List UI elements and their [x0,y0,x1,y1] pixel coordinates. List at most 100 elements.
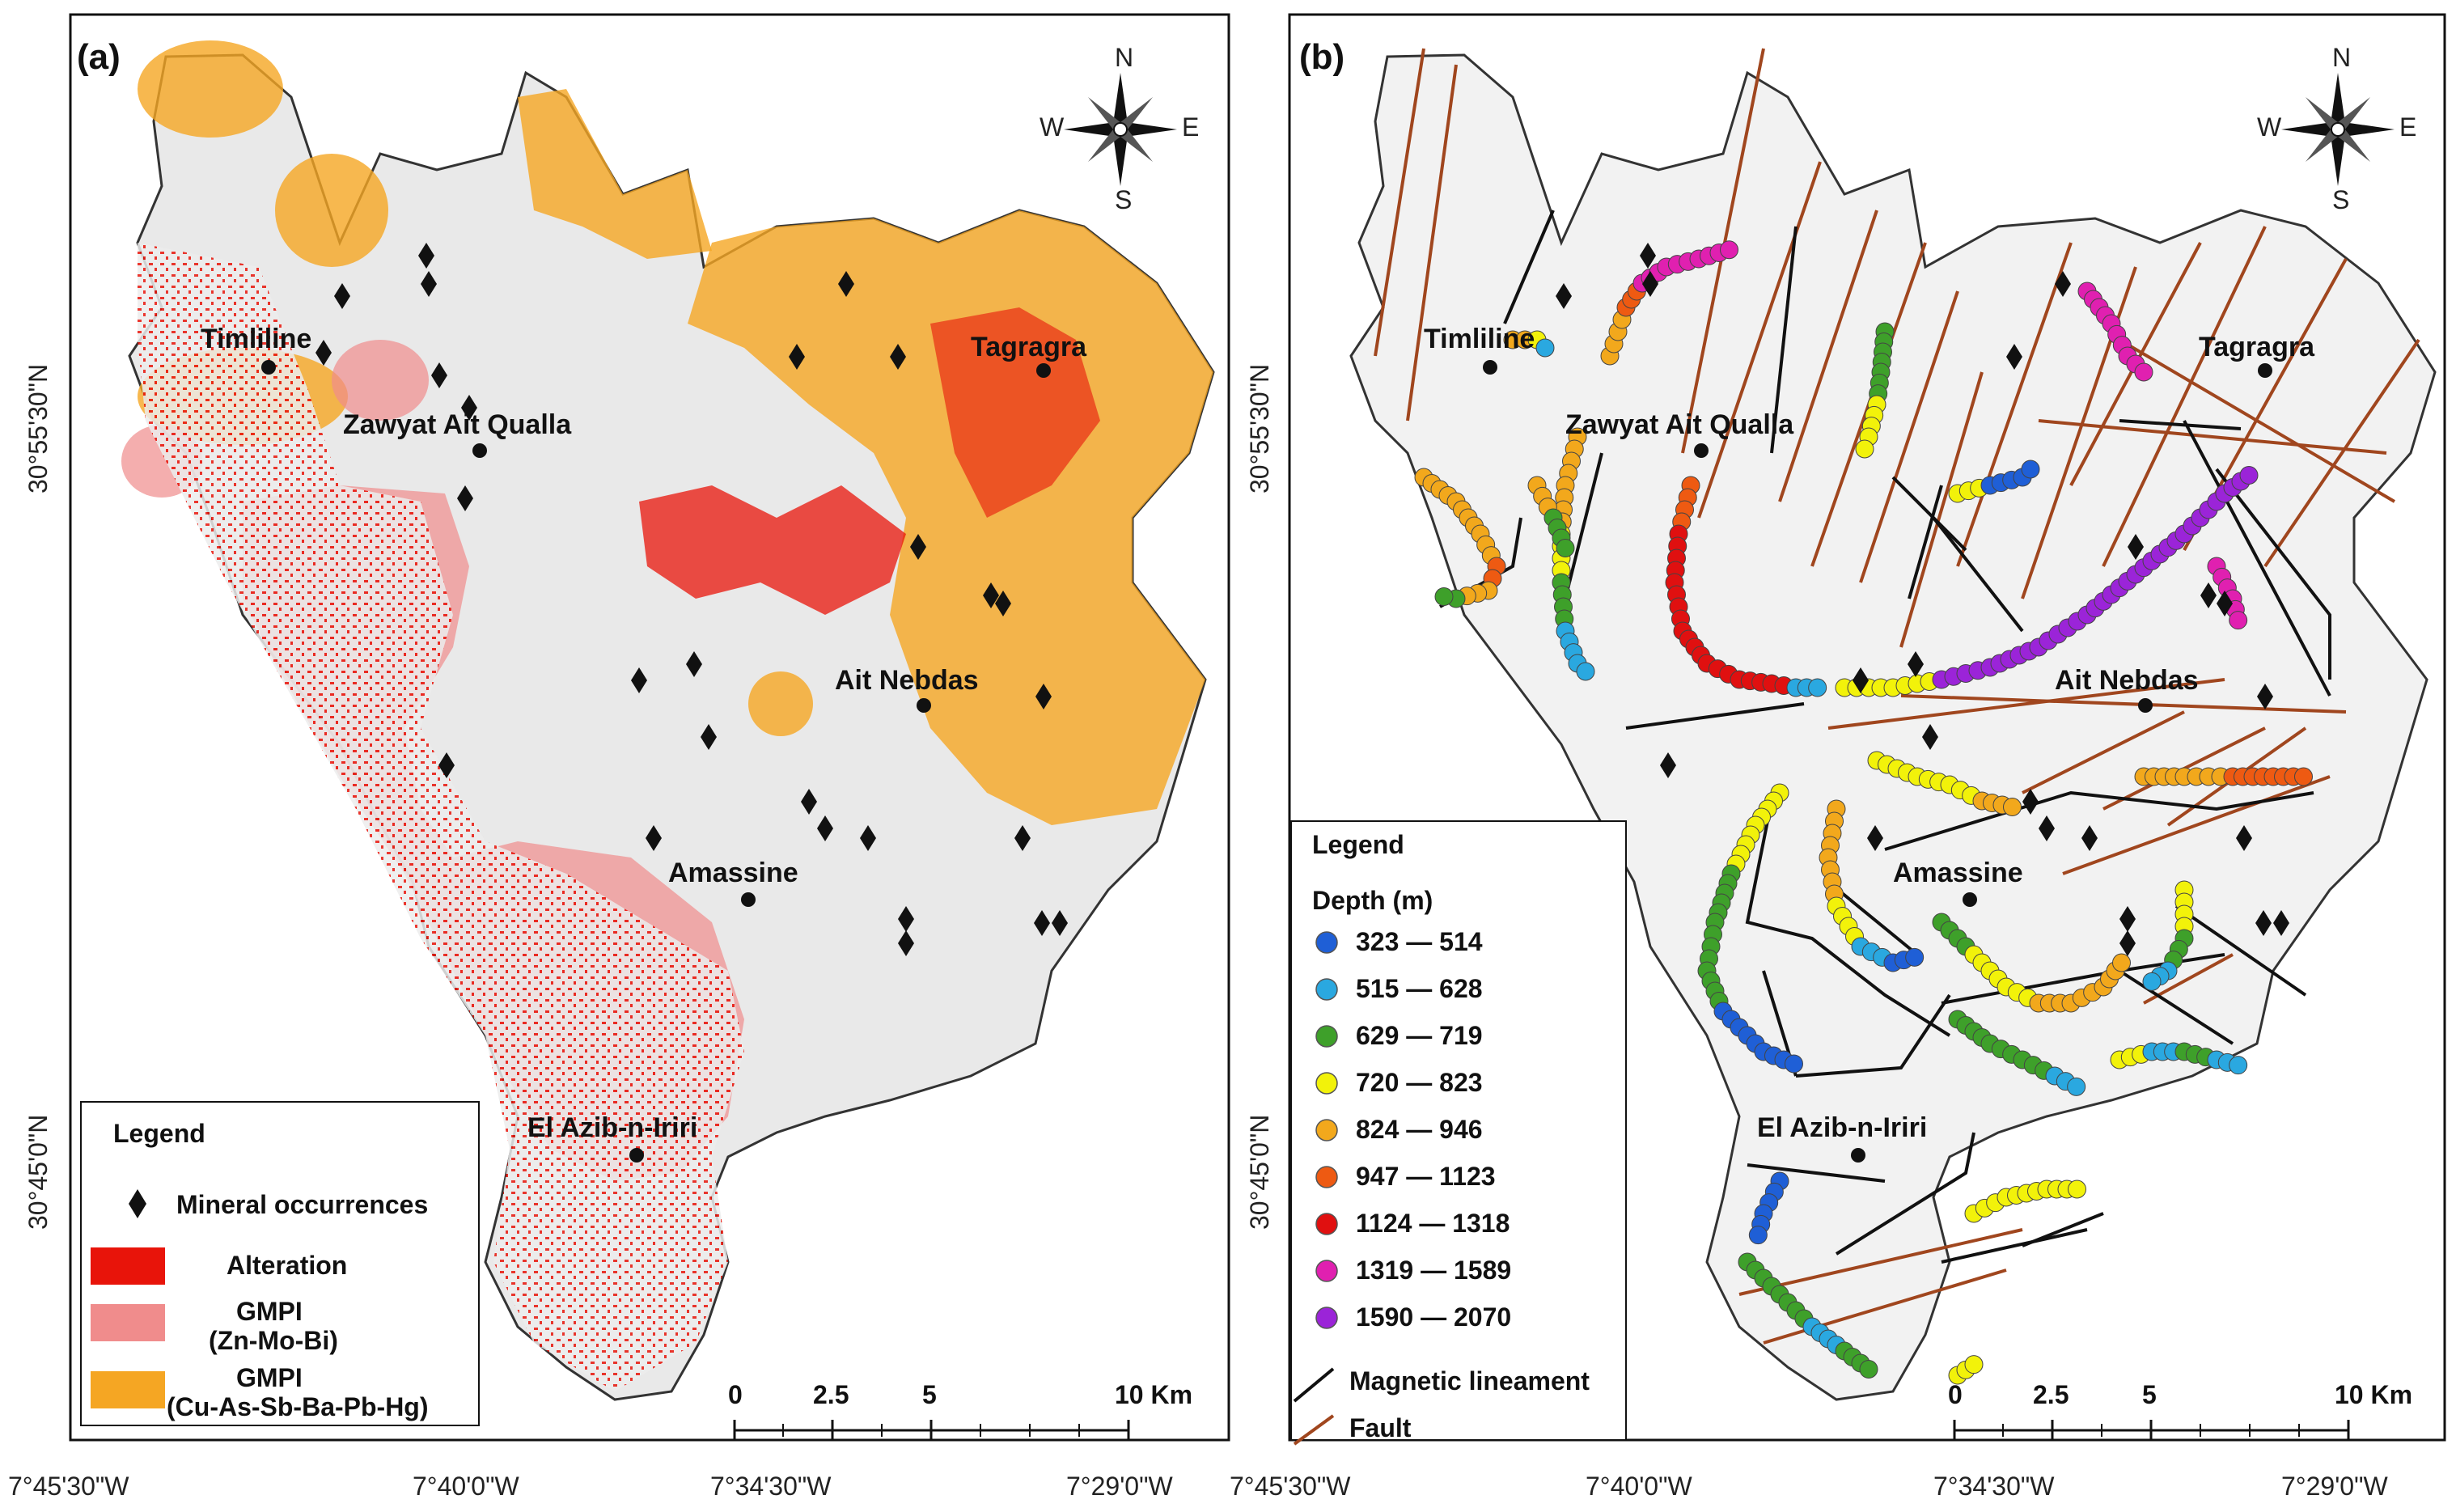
place-label: Amassine [668,858,798,888]
panel-a-places: Timliline Zawyat Ait Qualla Tagragra Ait… [201,324,1087,1163]
scale-tick: 0 [1948,1380,1963,1409]
legend-depth-label: 824 — 946 [1356,1115,1483,1144]
legend-item-mineral: Mineral occurrences [176,1190,428,1219]
depth-point [2239,466,2259,485]
depth-point [2112,953,2131,972]
legend-depth-dot [1315,1025,1338,1048]
y-tick: 30°45'0"N [23,1115,53,1230]
panel-b-label: (b) [1299,37,1344,77]
x-tick: 7°29'0"W [1066,1472,1173,1501]
panel-a-alteration-east [930,307,1100,518]
panel-b-scale-bar: 0 2.5 5 10 Km [1948,1380,2412,1440]
depth-point [2229,611,2248,630]
place-label: Zawyat Ait Qualla [1565,409,1794,440]
panel-b-coords: 7°45'30"W 7°40'0"W 7°34'30"W 7°29'0"W 30… [1230,364,2388,1501]
legend-depth-label: 720 — 823 [1356,1068,1483,1097]
panel-a-alteration [138,243,744,1391]
legend-depth-label: 1590 — 2070 [1356,1302,1511,1332]
legend-depth-label: 1124 — 1318 [1356,1209,1510,1238]
legend-depth-label: 323 — 514 [1356,927,1483,956]
place-label: El Azib-n-Iriri [1757,1112,1927,1143]
depth-point [1535,338,1555,358]
depth-point [2021,460,2040,479]
depth-point [2229,1056,2248,1075]
panel-b-faults [1374,48,2420,1345]
place-label: Ait Nebdas [835,665,979,696]
compass-w: W [2257,112,2282,142]
place-label: El Azib-n-Iriri [527,1112,697,1143]
legend-depth-dot [1315,1072,1338,1095]
place-label: Tagragra [971,332,1087,362]
panel-a-gmpi-cu-blob-4 [748,671,813,736]
y-tick: 30°45'0"N [1245,1115,1274,1230]
depth-point [1576,662,1595,681]
depth-point [2294,767,2313,786]
panel-a-gmpi-cu-blob-2 [275,154,388,267]
panel-a-gmpi-zn-blob-1 [332,340,429,421]
legend-swatch-gmpi-cu [91,1371,165,1408]
legend-depth-dot [1315,1119,1338,1141]
legend-diamond-icon [129,1189,146,1218]
place-label: Timliline [1424,324,1535,354]
depth-point [1859,1360,1878,1379]
x-tick: 7°45'30"W [1230,1472,1351,1501]
legend-depth-dot [1315,1260,1338,1282]
depth-point [1556,539,1575,557]
panel-a-legend: Legend Mineral occurrences Alteration GM… [80,1101,480,1426]
depth-point [1964,1355,1984,1374]
panel-b-places: Timliline Zawyat Ait Qualla Tagragra Ait… [1424,324,2315,1163]
x-tick: 7°45'30"W [8,1472,129,1501]
legend-magnetic-label: Magnetic lineament [1349,1366,1590,1396]
panel-a-mineral-occurrences [315,243,1068,956]
compass-w: W [1040,112,1065,142]
legend-depth-label: 1319 — 1589 [1356,1256,1511,1285]
legend-title: Legend [113,1119,205,1148]
depth-point [1905,947,1925,967]
legend-swatch-gmpi-zn [91,1304,165,1341]
x-tick: 7°34'30"W [710,1472,832,1501]
panel-b-mineral-occurrences [1556,243,2289,956]
panel-a-compass: N S E W [1040,43,1199,214]
panel-b-magnetic-lineaments [1439,210,2331,1264]
place-label: Ait Nebdas [2055,665,2199,696]
depth-point [2134,362,2153,382]
scale-tick: 2.5 [813,1380,849,1409]
legend-swatch-alteration [91,1247,165,1285]
depth-point [1434,587,1454,606]
panel-a-gmpi-cu-blob-1 [138,40,283,138]
legend-item-gmpi-zn-1: GMPI [236,1297,303,1326]
legend-fault-icon [1293,1414,1335,1446]
legend-item-gmpi-cu-1: GMPI [236,1363,303,1392]
compass-s: S [2332,185,2349,214]
place-label: Amassine [1893,858,2023,888]
x-tick: 7°40'0"W [1586,1472,1692,1501]
compass-e: E [1182,112,1199,142]
depth-point [1785,1054,1803,1074]
legend-depth-dot [1315,1307,1338,1329]
depth-point [1855,439,1874,459]
panel-a-coords: 7°45'30"W 7°40'0"W 7°34'30"W 7°29'0"W 30… [8,364,1173,1501]
legend-item-gmpi-zn-2: (Zn-Mo-Bi) [209,1326,338,1355]
compass-s: S [1115,185,1132,214]
depth-point [2003,798,2022,816]
legend-depth-dot [1315,931,1338,954]
y-tick: 30°55'30"N [23,364,53,493]
place-label: Zawyat Ait Qualla [343,409,572,440]
scale-tick: 5 [922,1380,937,1409]
x-tick: 7°34'30"W [1933,1472,2055,1501]
legend-magnetic-icon [1293,1367,1335,1403]
compass-n: N [1115,43,1133,72]
panel-a-label: (a) [77,37,121,77]
depth-legend-items: 323 — 514 515 — 628 629 — 719 720 — 823 824 … [1315,927,1511,1332]
depth-point [1720,240,1738,260]
y-tick: 30°55'30"N [1245,364,1274,493]
x-tick: 7°29'0"W [2281,1472,2388,1501]
depth-point [2142,972,2162,991]
scale-tick: 0 [728,1380,743,1409]
panel-a-alteration-central [639,485,906,615]
legend-item-alteration: Alteration [227,1251,347,1280]
depth-point [1748,1226,1768,1245]
depth-point [1808,678,1827,697]
legend-depth-label: 515 — 628 [1356,974,1483,1003]
panel-b: (b) [1230,13,2446,1501]
